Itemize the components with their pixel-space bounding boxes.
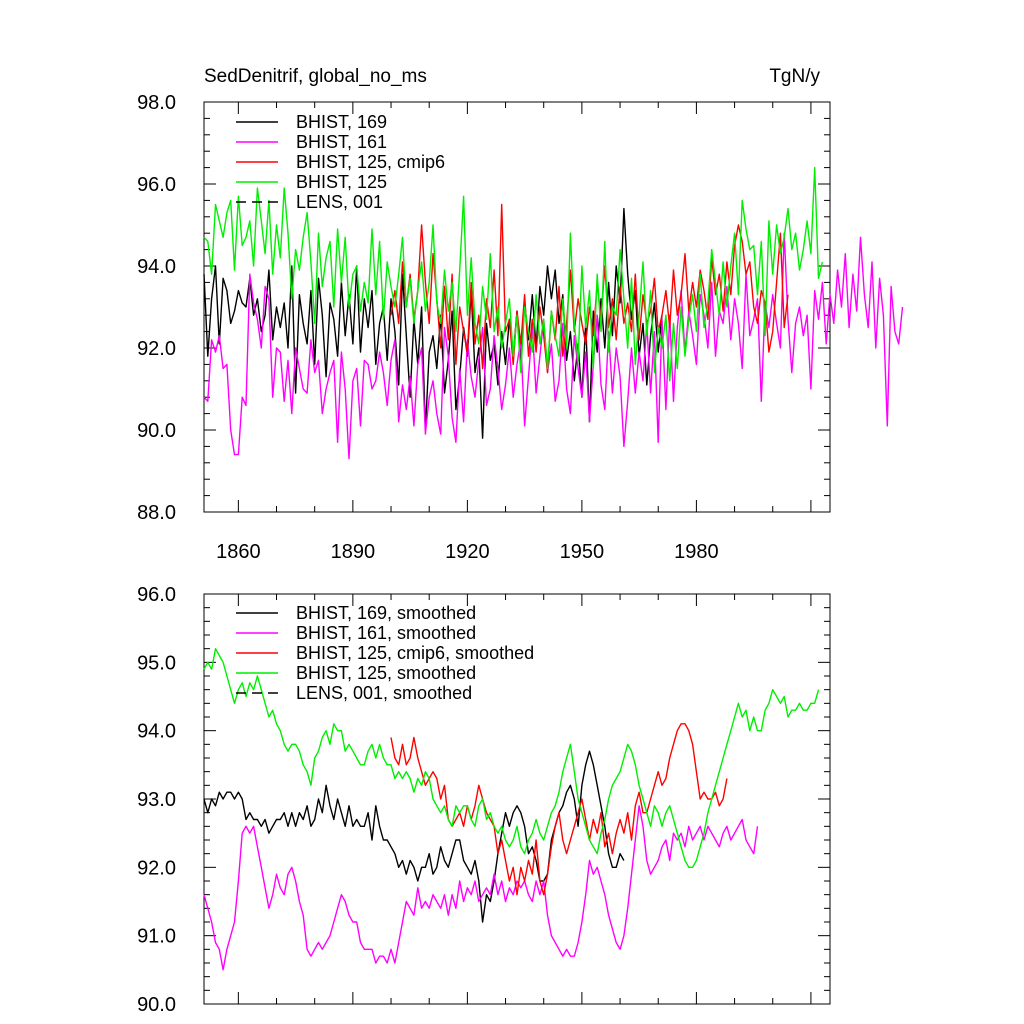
y-tick-label: 94.0 (137, 721, 176, 743)
x-tick-label: 1890 (331, 541, 376, 563)
series-line-3 (203, 648, 820, 868)
x-tick-label: 1980 (674, 541, 719, 563)
y-tick-label: 96.0 (137, 174, 176, 196)
legend-label: BHIST, 125, smoothed (296, 663, 476, 683)
top-panel: 88.0 90.0 92.0 94.0 96.0 98.0 1860 1890 1920 1950… (137, 92, 904, 563)
y-tick-label: 93.0 (137, 789, 176, 811)
legend-label: BHIST, 169 (296, 112, 387, 132)
x-tick-label: 1860 (216, 541, 261, 563)
y-tick-label: 94.0 (137, 256, 176, 278)
y-tick-label: 90.0 (137, 420, 176, 442)
series-line-1 (203, 232, 904, 460)
y-tick-label: 92.0 (137, 857, 176, 879)
x-tick-label: 1920 (445, 541, 490, 563)
y-tick-label: 95.0 (137, 652, 176, 674)
y-tick-label: 88.0 (137, 502, 176, 524)
legend-label: BHIST, 125 (296, 172, 387, 192)
series-line-3 (203, 166, 824, 382)
chart-units: TgN/y (769, 66, 820, 87)
legend-label: BHIST, 125, cmip6, smoothed (296, 643, 534, 663)
legend-label: LENS, 001, smoothed (296, 683, 472, 703)
legend-label: BHIST, 125, cmip6 (296, 152, 445, 172)
series-line-2 (390, 723, 728, 896)
legend-label: LENS, 001 (296, 192, 383, 212)
series-line-1 (203, 805, 759, 971)
x-tick-label: 1950 (560, 541, 605, 563)
y-tick-label: 91.0 (137, 926, 176, 948)
series-line-2 (390, 203, 789, 374)
legend-label: BHIST, 169, smoothed (296, 603, 476, 623)
y-tick-label: 92.0 (137, 338, 176, 360)
y-tick-label: 90.0 (137, 994, 176, 1016)
y-tick-label: 98.0 (137, 92, 176, 114)
plot-frame (203, 101, 831, 513)
bottom-panel: 90.0 91.0 92.0 93.0 94.0 95.0 96.0 BHIST, 169, … (137, 584, 831, 1016)
chart-title: SedDenitrif, global_no_ms (204, 66, 427, 87)
series-line-0 (203, 207, 663, 439)
legend-label: BHIST, 161, smoothed (296, 623, 476, 643)
y-tick-label: 96.0 (137, 584, 176, 606)
legend-label: BHIST, 161 (296, 132, 387, 152)
